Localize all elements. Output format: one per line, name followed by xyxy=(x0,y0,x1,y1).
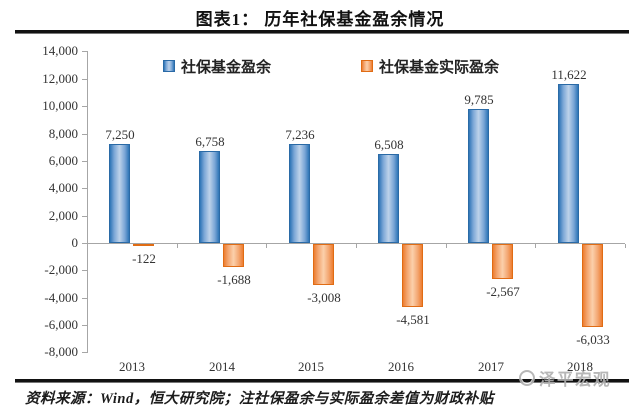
figure-title: 图表1： 历年社保基金盈余情况 xyxy=(195,10,445,29)
chart-legend: 社保基金盈余 社保基金实际盈余 xyxy=(163,56,499,77)
y-axis-tick xyxy=(82,352,87,353)
watermark-logo-icon xyxy=(519,370,535,386)
x-axis-tick xyxy=(535,244,536,248)
legend-label-surplus: 社保基金盈余 xyxy=(181,60,272,76)
legend-item-actual-surplus: 社保基金实际盈余 xyxy=(361,56,499,77)
bar-surplus-2013 xyxy=(109,144,130,243)
bar-actual-surplus-2013 xyxy=(133,244,154,246)
y-axis-tick xyxy=(82,298,87,299)
bar-label-actual-surplus-2018: -6,033 xyxy=(576,332,610,347)
source-note: 资料来源：Wind，恒大研究院；注社保盈余与实际盈余差值为财政补贴 xyxy=(25,391,494,407)
bar-surplus-2018 xyxy=(558,84,579,243)
bar-actual-surplus-2014 xyxy=(223,244,244,267)
bar-label-surplus-2018: 11,622 xyxy=(551,67,587,82)
y-axis-tick xyxy=(82,325,87,326)
bar-surplus-2016 xyxy=(378,154,399,243)
bar-label-actual-surplus-2015: -3,008 xyxy=(307,290,341,305)
y-axis-label: 0 xyxy=(71,235,79,250)
y-axis-tick xyxy=(82,216,87,217)
bar-surplus-2015 xyxy=(289,144,310,243)
y-axis-label: 14,000 xyxy=(42,43,78,58)
y-axis-label: 6,000 xyxy=(48,153,78,168)
bottom-rule xyxy=(15,379,629,383)
y-axis-tick xyxy=(82,270,87,271)
x-axis-label-2015: 2015 xyxy=(298,359,324,374)
y-axis-label: -2,000 xyxy=(44,262,78,277)
bar-actual-surplus-2015 xyxy=(313,244,334,285)
bar-label-surplus-2013: 7,250 xyxy=(105,127,135,142)
y-axis-label: 12,000 xyxy=(42,71,78,86)
top-rule xyxy=(15,30,629,34)
bar-label-actual-surplus-2016: -4,581 xyxy=(396,312,430,327)
bar-label-actual-surplus-2014: -1,688 xyxy=(217,272,251,287)
y-axis-label: -4,000 xyxy=(44,290,78,305)
bar-label-surplus-2017: 9,785 xyxy=(464,92,494,107)
bar-surplus-2014 xyxy=(199,151,220,243)
x-axis-tick xyxy=(356,244,357,248)
y-axis-label: 8,000 xyxy=(48,126,78,141)
y-axis-label: 10,000 xyxy=(42,98,78,113)
y-axis-label: 4,000 xyxy=(48,180,78,195)
x-axis-label-2013: 2013 xyxy=(119,359,145,374)
y-axis-label: -6,000 xyxy=(44,317,78,332)
bar-actual-surplus-2017 xyxy=(492,244,513,279)
y-axis-tick xyxy=(82,106,87,107)
legend-swatch-orange-icon xyxy=(361,60,374,72)
x-axis-tick xyxy=(266,244,267,248)
x-axis-tick xyxy=(446,244,447,248)
y-axis-tick xyxy=(82,243,87,244)
bar-label-surplus-2016: 6,508 xyxy=(374,137,404,152)
y-axis-tick xyxy=(82,161,87,162)
x-axis-label-2014: 2014 xyxy=(209,359,235,374)
x-axis-tick xyxy=(177,244,178,248)
bar-surplus-2017 xyxy=(468,109,489,243)
watermark-text: 泽平宏观 xyxy=(539,370,611,389)
bar-label-actual-surplus-2017: -2,567 xyxy=(486,284,520,299)
y-axis-tick xyxy=(82,188,87,189)
y-axis-label: 2,000 xyxy=(48,208,78,223)
legend-swatch-blue-icon xyxy=(163,60,175,72)
watermark: 泽平宏观 xyxy=(519,366,611,390)
y-axis-tick xyxy=(82,51,87,52)
x-axis-tick xyxy=(87,244,88,248)
bar-label-actual-surplus-2013: -122 xyxy=(132,251,156,266)
legend-item-surplus: 社保基金盈余 xyxy=(163,56,271,77)
x-axis-label-2017: 2017 xyxy=(478,359,504,374)
x-axis-tick xyxy=(625,244,626,248)
x-axis-line xyxy=(87,243,625,244)
bar-actual-surplus-2018 xyxy=(582,244,603,327)
y-axis-tick xyxy=(82,79,87,80)
bar-actual-surplus-2016 xyxy=(402,244,423,307)
legend-label-actual-surplus: 社保基金实际盈余 xyxy=(379,60,500,76)
y-axis-label: -8,000 xyxy=(44,344,78,359)
x-axis-label-2018: 2018 xyxy=(567,359,593,374)
bar-label-surplus-2015: 7,236 xyxy=(285,127,315,142)
bar-label-surplus-2014: 6,758 xyxy=(195,134,225,149)
y-axis-tick xyxy=(82,134,87,135)
x-axis-label-2016: 2016 xyxy=(388,359,414,374)
y-axis-line xyxy=(87,51,88,353)
